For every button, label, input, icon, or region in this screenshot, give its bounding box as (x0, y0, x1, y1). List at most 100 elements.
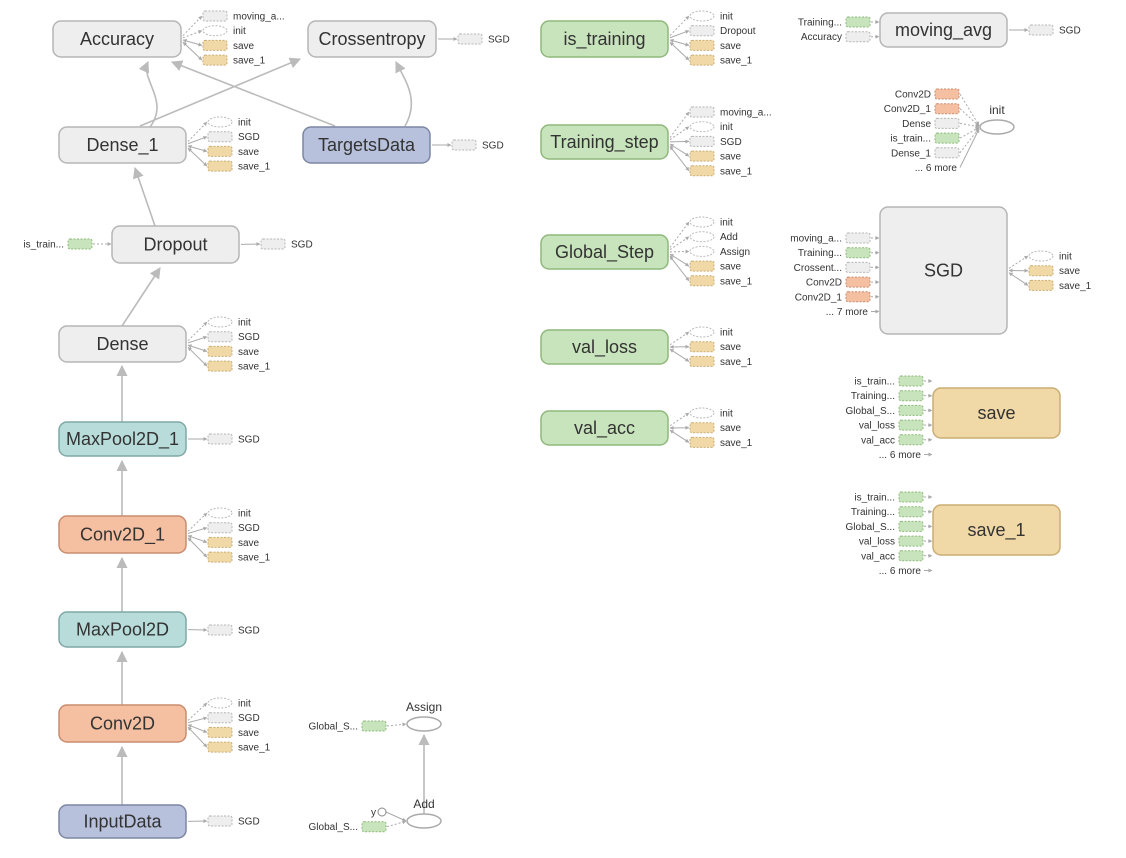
aux-input-training[interactable]: Training... (851, 390, 933, 403)
aux-output-save[interactable]: save (669, 341, 742, 354)
aux-input-accuracy[interactable]: Accuracy (801, 31, 880, 44)
aux-output-sgd[interactable]: SGD (438, 33, 510, 46)
aux-input-val-loss[interactable]: val_loss (859, 535, 933, 548)
node-moving-avg[interactable]: moving_avg (879, 12, 1008, 48)
aux-input-is-train[interactable]: is_train... (23, 238, 112, 251)
aux-output-save-1[interactable]: save_1 (669, 348, 753, 368)
node-save-1[interactable]: save_1 (932, 504, 1061, 556)
aux-input-conv2d[interactable]: Conv2D (895, 88, 980, 126)
aux-output-save-1[interactable]: save_1 (187, 537, 271, 564)
aux-input-val-loss[interactable]: val_loss (859, 419, 933, 432)
aux-output-add[interactable]: Add (669, 231, 738, 251)
aux-output-sgd[interactable]: SGD (669, 135, 742, 148)
aux-output-save-1[interactable]: save_1 (187, 147, 271, 173)
aux-input-crossent[interactable]: Crossent... (794, 261, 880, 274)
node-training-step[interactable]: Training_step (540, 124, 669, 160)
aux-input-conv2d-1[interactable]: Conv2D_1 (795, 291, 880, 304)
aux-output-init[interactable]: init (187, 697, 251, 721)
aux-output-sgd[interactable]: SGD (188, 433, 260, 446)
aux-input-val-acc[interactable]: val_acc (861, 550, 933, 563)
node-dense[interactable]: Dense (58, 325, 187, 363)
aux-input-y[interactable]: y (371, 807, 407, 822)
aux-output-sgd[interactable]: SGD (1009, 24, 1081, 37)
node-dropout[interactable]: Dropout (111, 225, 240, 264)
aux-output-save[interactable]: save (182, 39, 255, 52)
aux-output-save-1[interactable]: save_1 (669, 256, 753, 287)
aux-output-save-1[interactable]: save_1 (669, 146, 753, 177)
aux-input-dense[interactable]: Dense (902, 117, 980, 130)
aux-output-sgd[interactable]: SGD (187, 712, 260, 725)
node-inputdata[interactable]: InputData (58, 804, 187, 839)
node-val-loss[interactable]: val_loss (540, 329, 669, 365)
op-add[interactable]: Add (406, 797, 442, 829)
aux-input-moving-a[interactable]: moving_a... (790, 232, 880, 245)
aux-output-save[interactable]: save (187, 534, 260, 549)
aux-output-init[interactable]: init (182, 25, 246, 39)
node-maxpool2d[interactable]: MaxPool2D (58, 611, 187, 648)
aux-output-init[interactable]: init (187, 316, 251, 342)
aux-output-dropout[interactable]: Dropout (669, 25, 756, 39)
aux-input-global-s[interactable]: Global_S... (846, 404, 933, 417)
aux-output-sgd[interactable]: SGD (187, 331, 260, 344)
node-maxpool2d-1[interactable]: MaxPool2D_1 (58, 421, 187, 457)
aux-output-init[interactable]: init (669, 121, 733, 141)
aux-output-save[interactable]: save (669, 422, 742, 435)
op-init[interactable]: init (979, 103, 1015, 135)
aux-output-init[interactable]: init (187, 116, 251, 142)
aux-input-training[interactable]: Training... (798, 247, 880, 260)
node-val-acc[interactable]: val_acc (540, 410, 669, 446)
aux-output-save-1[interactable]: save_1 (187, 726, 271, 754)
aux-output-assign[interactable]: Assign (669, 245, 750, 258)
aux-output-init[interactable]: init (669, 407, 733, 427)
aux-input-val-acc[interactable]: val_acc (861, 434, 933, 447)
node-is-training[interactable]: is_training (540, 20, 669, 58)
aux-output-save-1[interactable]: save_1 (669, 41, 753, 67)
aux-output-moving-a[interactable]: moving_a... (669, 106, 772, 138)
aux-output-save-1[interactable]: save_1 (187, 346, 271, 373)
node-targetsdata[interactable]: TargetsData (302, 126, 431, 164)
aux-output-save-1[interactable]: save_1 (1008, 272, 1092, 292)
aux-input-is-train[interactable]: is_train... (854, 375, 933, 388)
aux-input-global-s[interactable]: Global_S... (309, 720, 407, 733)
aux-output-sgd[interactable]: SGD (187, 815, 260, 828)
aux-input-conv2d[interactable]: Conv2D (806, 276, 880, 289)
aux-output-save-1[interactable]: save_1 (669, 429, 753, 449)
aux-output-sgd[interactable]: SGD (432, 139, 504, 152)
aux-output-init[interactable]: init (1008, 250, 1072, 269)
node-sgd[interactable]: SGD (879, 206, 1008, 335)
aux-input-training[interactable]: Training... (851, 506, 933, 519)
aux-output-save-1[interactable]: save_1 (182, 41, 266, 67)
aux-input-global-s[interactable]: Global_S... (846, 520, 933, 533)
node-save[interactable]: save (932, 387, 1061, 439)
aux-output-sgd[interactable]: SGD (187, 522, 260, 535)
aux-output-init[interactable]: init (187, 507, 251, 532)
aux-output-sgd[interactable]: SGD (240, 238, 313, 251)
aux-output-init[interactable]: init (669, 10, 733, 36)
aux-output-init[interactable]: init (669, 326, 733, 346)
node-conv2d-1[interactable]: Conv2D_1 (58, 515, 187, 554)
aux-input-training[interactable]: Training... (798, 16, 880, 29)
node-accuracy[interactable]: Accuracy (52, 20, 182, 58)
aux-input-is-train[interactable]: is_train... (854, 491, 933, 504)
node-dense-1[interactable]: Dense_1 (58, 126, 187, 164)
op-assign[interactable]: Assign (406, 700, 442, 732)
node-crossentropy[interactable]: Crossentropy (307, 20, 437, 58)
aux-output-save[interactable]: save (1008, 265, 1081, 278)
aux-input-6-more[interactable]: ... 6 more (879, 450, 933, 461)
aux-output-save[interactable]: save (669, 39, 742, 52)
aux-output-moving-a[interactable]: moving_a... (182, 10, 285, 36)
aux-output-save[interactable]: save (187, 145, 260, 158)
aux-output-sgd[interactable]: SGD (187, 131, 260, 145)
aux-input-is-train[interactable]: is_train... (890, 127, 980, 145)
aux-input-6-more[interactable]: ... 6 more (915, 128, 980, 174)
node-global-step[interactable]: Global_Step (540, 234, 669, 270)
aux-output-save[interactable]: save (187, 344, 260, 358)
aux-input-7-more[interactable]: ... 7 more (826, 307, 880, 318)
aux-input-conv2d-1[interactable]: Conv2D_1 (884, 103, 980, 127)
aux-output-save[interactable]: save (187, 724, 260, 739)
node-conv2d[interactable]: Conv2D (58, 704, 187, 743)
aux-output-sgd[interactable]: SGD (187, 624, 260, 637)
aux-output-init[interactable]: init (669, 216, 733, 248)
aux-input-6-more[interactable]: ... 6 more (879, 566, 933, 577)
